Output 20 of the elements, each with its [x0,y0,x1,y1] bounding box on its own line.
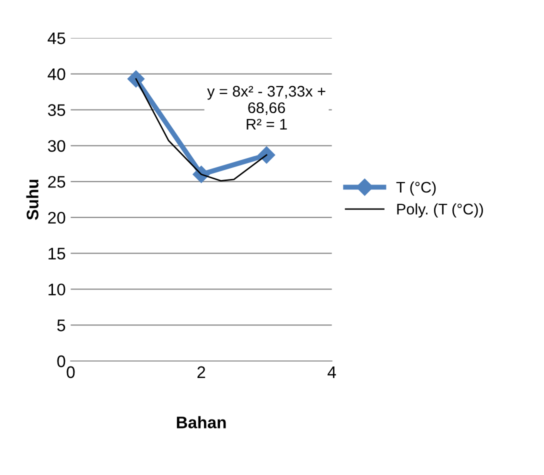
x-tick-label: 4 [328,366,336,378]
x-tick-label: 0 [66,366,75,378]
y-axis-title: Suhu [26,180,38,220]
y-tick-label: 20 [48,212,66,224]
x-axis-title: Bahan [176,416,226,428]
legend-label: Poly. (T (°C)) [397,203,483,218]
legend-label: T (°C) [396,181,436,196]
y-tick-label: 0 [57,355,66,368]
y-tick-label: 45 [48,32,66,44]
y-tick-label: 35 [48,104,66,116]
x-tick-label: 2 [197,366,206,378]
annotation: y = 8x² - 37,33x + 68,66 R² = 1 [207,86,326,130]
y-tick-label: 40 [48,68,66,80]
point [127,70,145,88]
y-tick-label: 5 [57,320,66,332]
y-tick-label: 10 [48,284,66,296]
y-tick-label: 30 [48,140,66,152]
y-tick-label: 15 [48,248,66,260]
y-tick-label: 25 [48,176,66,188]
point [258,146,276,164]
